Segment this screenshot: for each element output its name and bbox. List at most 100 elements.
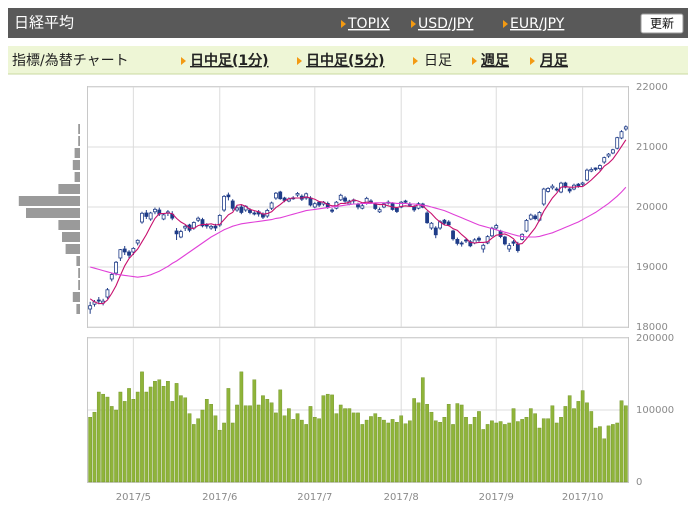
volume-bar bbox=[550, 405, 555, 483]
volume-bar bbox=[109, 406, 114, 483]
volume-bar bbox=[395, 422, 399, 483]
volume-bar bbox=[183, 397, 188, 483]
header-link[interactable]: TOPIX bbox=[347, 16, 390, 32]
profile-bar bbox=[78, 280, 80, 290]
profile-bar bbox=[72, 292, 80, 302]
profile-bar bbox=[58, 184, 80, 194]
volume-bar bbox=[468, 424, 473, 483]
candle-body bbox=[317, 201, 322, 206]
candle-body bbox=[183, 225, 188, 229]
candle-body bbox=[446, 221, 451, 226]
profile-bar bbox=[78, 136, 80, 146]
candle-body bbox=[416, 203, 421, 209]
volume-bar bbox=[166, 381, 170, 483]
volume-bar bbox=[131, 399, 136, 483]
candle-body bbox=[610, 149, 615, 154]
candle-body bbox=[222, 195, 226, 211]
refresh-label[interactable]: 更新 bbox=[650, 17, 674, 31]
volume-bar bbox=[122, 401, 127, 483]
candle-body bbox=[589, 169, 594, 172]
header-link[interactable]: USD/JPY bbox=[418, 16, 474, 32]
y-tick-label: 22000 bbox=[636, 82, 668, 93]
candle-body bbox=[304, 193, 309, 199]
tab-link[interactable]: 週足 bbox=[481, 53, 510, 69]
volume-bar bbox=[554, 422, 559, 483]
profile-bar bbox=[62, 232, 80, 242]
volume-bar bbox=[420, 377, 425, 483]
candle-body bbox=[127, 251, 131, 256]
volume-bar bbox=[438, 422, 442, 483]
volume-bar bbox=[287, 408, 291, 483]
volume-bar bbox=[541, 418, 546, 483]
volume-bar bbox=[114, 409, 118, 483]
header-link[interactable]: EUR/JPY bbox=[510, 16, 565, 32]
volume-bar bbox=[325, 393, 330, 483]
candle-body bbox=[153, 208, 157, 213]
volume-bar bbox=[88, 417, 93, 483]
x-tick-label: 2017/6 bbox=[202, 492, 237, 503]
volume-bar bbox=[351, 412, 356, 483]
y-tick-label: 0 bbox=[636, 477, 642, 488]
tab-link[interactable]: 日中足(5分) bbox=[306, 52, 385, 69]
volume-bar bbox=[356, 412, 360, 483]
volume-bar bbox=[580, 390, 585, 483]
volume-bar bbox=[161, 386, 166, 483]
link-arrow bbox=[181, 57, 186, 65]
candle-body bbox=[248, 209, 252, 213]
volume-bar bbox=[274, 412, 278, 483]
moving-average bbox=[89, 139, 627, 305]
candle-body bbox=[269, 202, 274, 209]
candle-body bbox=[343, 197, 347, 202]
candle-body bbox=[580, 182, 585, 185]
candle-body bbox=[330, 209, 334, 212]
volume-bar bbox=[498, 421, 503, 483]
link-arrow bbox=[413, 57, 418, 65]
volume-bar bbox=[399, 415, 404, 483]
candle-body bbox=[209, 225, 214, 229]
y-tick-label: 18000 bbox=[636, 322, 668, 333]
candle-body bbox=[481, 244, 486, 250]
profile-bar bbox=[76, 304, 80, 314]
volume-bar bbox=[593, 427, 598, 483]
tab-link[interactable]: 日中足(1分) bbox=[190, 52, 269, 69]
candle-body bbox=[511, 241, 516, 244]
volume-bar bbox=[559, 417, 563, 483]
candle-body bbox=[606, 153, 611, 157]
link-arrow bbox=[341, 20, 346, 28]
candle-body bbox=[144, 212, 149, 217]
candle-body bbox=[161, 214, 166, 220]
volume-bar bbox=[416, 402, 421, 483]
candle-body bbox=[464, 239, 468, 242]
profile-bar bbox=[78, 268, 80, 278]
volume-bar bbox=[455, 403, 460, 483]
volume-bar bbox=[200, 409, 205, 483]
candle-body bbox=[178, 231, 183, 238]
y-tick-label: 20000 bbox=[636, 202, 668, 213]
volume-bar bbox=[481, 429, 486, 483]
candle-body bbox=[554, 188, 559, 191]
volume-bar bbox=[312, 417, 317, 483]
volume-bar bbox=[144, 391, 149, 483]
volume-bar bbox=[585, 402, 589, 483]
volume-bar bbox=[343, 408, 347, 483]
profile-bar bbox=[26, 208, 80, 218]
volume-bar bbox=[291, 419, 296, 483]
volume-bar bbox=[490, 420, 494, 483]
header-bar bbox=[8, 8, 688, 38]
volume-bar bbox=[546, 418, 550, 483]
candle-body bbox=[140, 212, 144, 223]
tab-link[interactable]: 月足 bbox=[539, 53, 569, 69]
x-tick-label: 2017/7 bbox=[297, 492, 332, 503]
volume-bar bbox=[204, 399, 209, 483]
volume-bar bbox=[425, 404, 429, 483]
volume-bar bbox=[269, 402, 274, 483]
candle-body bbox=[494, 225, 499, 229]
candle-body bbox=[252, 212, 257, 215]
candle-body bbox=[623, 126, 628, 130]
volume-bar bbox=[611, 424, 615, 483]
volume-bar bbox=[222, 422, 226, 483]
link-arrow bbox=[530, 57, 535, 65]
refresh-button[interactable] bbox=[640, 13, 684, 34]
